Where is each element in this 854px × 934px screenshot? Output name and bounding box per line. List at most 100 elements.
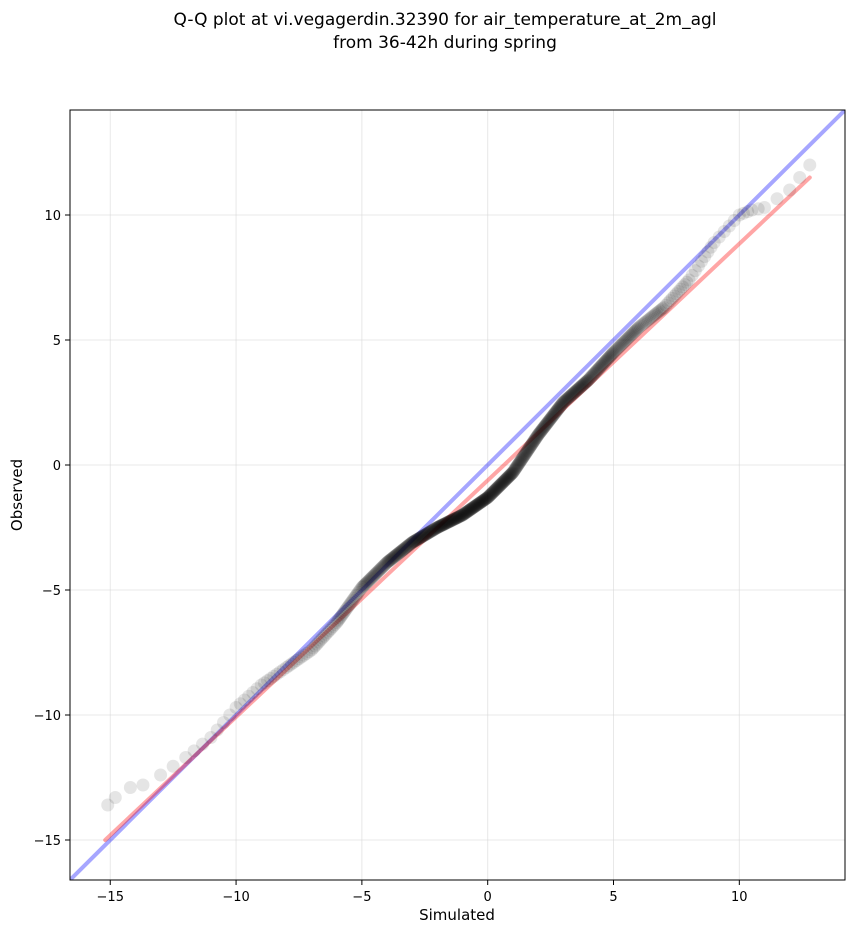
quantile-point — [465, 501, 479, 515]
quantile-point — [507, 464, 521, 478]
quantile-point — [515, 451, 529, 465]
quantile-point — [123, 781, 137, 794]
quantile-point — [432, 520, 446, 534]
quantile-point — [489, 482, 503, 496]
quantile-point — [618, 334, 632, 348]
quantile-point — [611, 341, 625, 355]
quantile-point — [620, 332, 634, 346]
quantile-point — [534, 424, 548, 438]
quantile-point — [485, 487, 499, 500]
quantile-point — [539, 418, 553, 432]
quantile-point — [403, 538, 417, 552]
quantile-point — [546, 409, 560, 423]
quantile-point — [517, 449, 531, 463]
quantile-point — [470, 498, 484, 512]
quantile-point — [375, 561, 389, 574]
quantile-point — [453, 509, 467, 523]
quantile-point — [588, 366, 602, 380]
quantile-point — [485, 486, 499, 500]
quantile-point — [472, 497, 486, 511]
quantile-point — [505, 467, 519, 480]
quantile-point — [487, 484, 501, 498]
quantile-point — [486, 485, 500, 499]
quantile-point — [589, 364, 603, 378]
quantile-point — [559, 393, 573, 407]
quantile-point — [508, 462, 522, 476]
quantile-point — [580, 374, 594, 388]
quantile-point — [503, 469, 517, 482]
quantile-point — [499, 473, 513, 486]
quantile-point — [402, 538, 416, 552]
quantile-point — [179, 751, 193, 764]
quantile-point — [553, 399, 567, 413]
quantile-point — [390, 548, 404, 562]
quantile-point — [349, 588, 363, 602]
quantile-point — [598, 355, 612, 369]
quantile-point — [502, 470, 516, 483]
quantile-point — [570, 383, 584, 397]
quantile-point — [644, 311, 658, 324]
quantile-point — [678, 278, 692, 292]
quantile-point — [452, 510, 466, 524]
quantile-point — [527, 433, 541, 447]
quantile-point — [395, 544, 409, 558]
quantile-point — [770, 192, 784, 206]
quantile-point — [463, 503, 477, 517]
quantile-point — [468, 500, 482, 514]
quantile-point — [514, 454, 528, 468]
quantile-point — [556, 396, 570, 409]
quantile-point — [547, 408, 561, 422]
quantile-point — [623, 329, 637, 343]
y-tick-label: 0 — [53, 459, 61, 474]
quantile-point — [606, 346, 620, 360]
quantile-point — [315, 631, 329, 645]
quantile-point — [276, 663, 290, 677]
quantile-point — [600, 353, 614, 367]
quantile-point — [363, 572, 377, 586]
quantile-point — [441, 515, 455, 529]
quantile-point — [504, 468, 518, 481]
y-tick-label: −10 — [34, 709, 61, 724]
quantile-point — [490, 482, 504, 495]
quantile-point — [459, 506, 473, 520]
quantile-point — [391, 547, 405, 561]
quantile-point — [587, 367, 601, 381]
chart-subtitle: from 36-42h during spring — [333, 33, 557, 53]
quantile-point — [350, 587, 364, 601]
quantile-point — [561, 392, 575, 406]
quantile-point — [426, 523, 440, 537]
quantile-point — [237, 693, 251, 707]
quantile-point — [447, 512, 461, 526]
quantile-point — [626, 326, 640, 340]
quantile-point — [305, 643, 319, 657]
quantile-point — [532, 427, 546, 441]
quantile-point — [552, 401, 566, 415]
quantile-point — [449, 511, 463, 525]
quantile-point — [397, 542, 411, 556]
quantile-point — [297, 648, 311, 662]
quantile-point — [586, 368, 600, 382]
quantile-point — [451, 510, 465, 524]
quantile-point — [707, 236, 721, 249]
quantile-point — [592, 362, 606, 376]
quantile-point — [578, 376, 592, 390]
x-tick-label: 10 — [731, 890, 748, 905]
quantile-point — [629, 323, 643, 337]
quantile-point — [326, 619, 340, 633]
quantile-point — [579, 375, 593, 389]
quantile-point — [566, 387, 580, 400]
quantile-point — [331, 614, 345, 628]
reference-lines — [70, 110, 845, 880]
quantile-point — [698, 250, 712, 264]
y-axis-label: Observed — [8, 459, 26, 531]
quantile-point — [289, 654, 303, 667]
quantile-point — [287, 655, 301, 669]
quantile-point — [378, 557, 392, 571]
quantile-point — [370, 566, 384, 579]
quantile-point — [393, 546, 407, 559]
quantile-point — [604, 349, 618, 363]
quantile-point — [574, 380, 588, 394]
quantile-point — [424, 524, 438, 538]
quantile-point — [701, 245, 715, 259]
quantile-point — [431, 520, 445, 534]
